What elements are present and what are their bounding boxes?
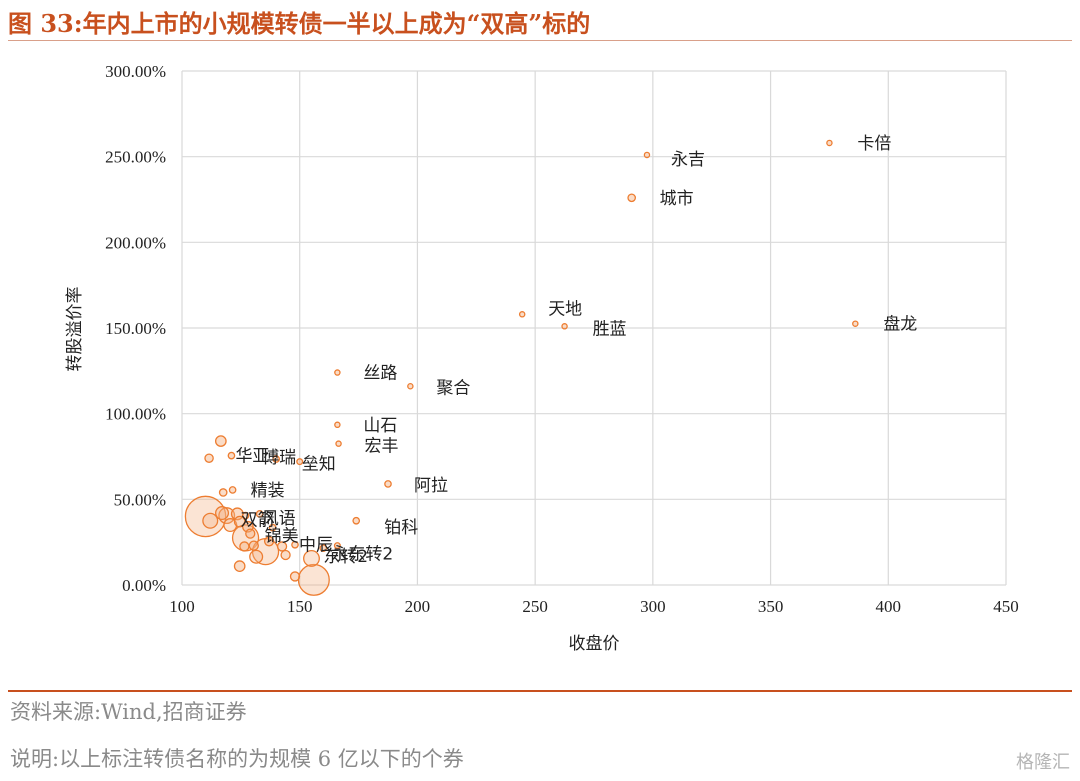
bubble-point	[228, 486, 237, 494]
grid-layer	[181, 70, 1007, 586]
y-tick-label: 100.00%	[105, 405, 166, 424]
watermark-logo: 格隆汇	[1016, 752, 1070, 773]
bubble-point	[255, 510, 264, 518]
bubble-point	[227, 451, 236, 460]
point-label: 阿拉	[414, 476, 448, 496]
bubble-point	[334, 421, 341, 429]
bubble-point	[245, 528, 256, 539]
bubble-point	[276, 541, 288, 552]
bubble-point	[297, 563, 330, 596]
bubble-point	[335, 440, 342, 447]
point-label: 山石	[363, 416, 397, 436]
bubble-point	[291, 540, 299, 549]
footer-divider	[8, 690, 1072, 692]
bubble-point	[204, 453, 214, 463]
point-label: 铂科	[384, 518, 418, 538]
point-label: 天地	[548, 299, 582, 319]
point-label: 永东转2	[331, 545, 393, 565]
tick-layer: 100 150 200 250 300 350 400 450 0.00% 50.00% 100.0…	[105, 62, 1019, 616]
bubble-point	[643, 151, 651, 159]
point-label: 博瑞	[262, 448, 296, 468]
bubble-point	[272, 455, 281, 463]
bubble-point	[241, 511, 250, 520]
bubble-point	[333, 542, 341, 550]
bubble-point	[280, 549, 291, 561]
bubble-point	[233, 560, 246, 573]
bubble-point	[852, 320, 859, 327]
point-label: 风语	[262, 509, 296, 529]
bubble-point	[407, 383, 414, 390]
bubble-point	[268, 523, 277, 532]
y-tick-label: 0.00%	[122, 576, 166, 595]
bubble-point	[296, 458, 304, 466]
point-label: 卡倍	[857, 134, 891, 154]
x-axis-title: 收盘价	[569, 634, 620, 654]
source-note: 资料来源:Wind,招商证券	[10, 700, 247, 724]
point-label: 宏丰	[365, 437, 399, 457]
y-tick-label: 300.00%	[105, 62, 166, 81]
explanation-note: 说明:以上标注转债名称的为规模 6 亿以下的个券	[10, 747, 464, 771]
point-label: 垒知	[302, 455, 336, 475]
bubble-point	[334, 369, 341, 376]
y-tick-label: 50.00%	[114, 490, 166, 509]
title-divider	[8, 40, 1072, 41]
point-label: 胜蓝	[593, 319, 627, 339]
bubble-point	[248, 540, 259, 551]
point-label: 精装	[251, 481, 285, 501]
point-label: 聚合	[436, 378, 470, 398]
bubble-layer	[184, 139, 859, 596]
point-label: 中辰	[299, 536, 333, 556]
y-tick-label: 250.00%	[105, 148, 166, 167]
bubble-point	[384, 480, 392, 488]
x-tick-label: 250	[522, 597, 548, 616]
point-label: 双箭	[241, 511, 275, 531]
bubble-point	[826, 139, 833, 147]
x-tick-label: 200	[405, 597, 431, 616]
bubble-point	[249, 549, 264, 564]
bubble-point	[627, 193, 636, 203]
figure-title: 图 33:年内上市的小规模转债一半以上成为“双高”标的	[8, 9, 591, 38]
bubble-point	[352, 516, 361, 525]
y-axis-title: 转股溢价率	[65, 287, 85, 372]
point-label: 永吉	[671, 150, 705, 170]
bubble-point	[233, 515, 246, 528]
x-tick-label: 100	[169, 597, 195, 616]
point-label: 锦美	[265, 527, 299, 547]
x-tick-label: 400	[876, 597, 902, 616]
bubble-point	[319, 544, 328, 552]
bubble-point	[263, 536, 275, 547]
point-label: 城市	[660, 189, 694, 209]
bubble-point	[239, 541, 250, 552]
bubble-point	[214, 435, 227, 447]
x-tick-label: 300	[640, 597, 666, 616]
point-label: 华亚	[235, 447, 269, 467]
bubble-point	[303, 549, 320, 567]
x-tick-label: 450	[993, 597, 1019, 616]
bubble-point	[518, 311, 526, 318]
bubble-point	[561, 323, 568, 330]
point-label: 丝路	[363, 364, 397, 384]
bubble-point	[202, 512, 219, 529]
bubble-point	[218, 488, 228, 497]
point-label: 盘龙	[883, 315, 917, 335]
point-label: 东转2	[323, 547, 368, 567]
y-tick-label: 200.00%	[105, 233, 166, 252]
bubble-point	[289, 571, 301, 582]
y-tick-label: 150.00%	[105, 319, 166, 338]
bubble-point	[215, 506, 230, 521]
x-tick-label: 350	[758, 597, 784, 616]
x-tick-label: 150	[287, 597, 313, 616]
